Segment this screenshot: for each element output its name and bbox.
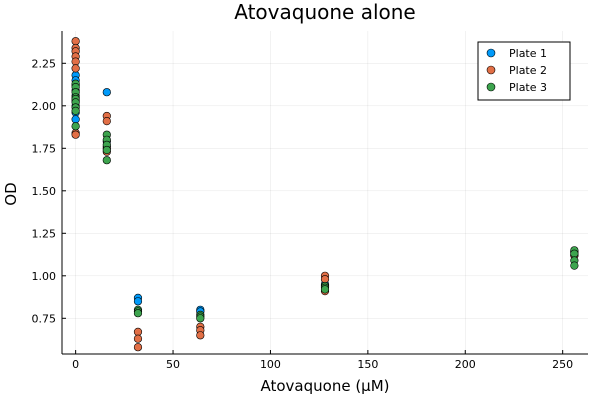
legend-label: Plate 1 xyxy=(509,47,547,60)
series-3 xyxy=(71,79,579,323)
data-point xyxy=(570,261,579,270)
data-point xyxy=(133,327,143,337)
y-tick-label: 1.25 xyxy=(32,227,57,240)
data-point xyxy=(102,116,111,126)
legend: Plate 1 Plate 2 Plate 3 xyxy=(477,41,571,101)
data-point xyxy=(320,275,330,284)
x-tick-label: 200 xyxy=(455,358,476,371)
data-point xyxy=(71,106,80,115)
data-point xyxy=(196,314,205,323)
data-point xyxy=(320,285,330,294)
x-tick-label: 0 xyxy=(72,358,79,371)
legend-marker xyxy=(486,48,496,58)
data-point xyxy=(71,64,80,73)
legend-label: Plate 2 xyxy=(509,64,547,77)
data-point xyxy=(71,130,80,139)
data-point xyxy=(133,334,143,343)
y-tick-label: 2.00 xyxy=(32,100,57,113)
data-point xyxy=(102,145,111,155)
x-tick-label: 250 xyxy=(552,358,573,371)
data-point xyxy=(102,88,111,97)
legend-label: Plate 3 xyxy=(509,81,547,94)
data-point xyxy=(71,122,80,131)
axes xyxy=(61,31,588,355)
data-points xyxy=(71,37,579,352)
y-axis-label: OD xyxy=(2,182,20,205)
data-point xyxy=(71,57,80,66)
data-point xyxy=(133,309,143,318)
x-axis-label: Atovaquone (μM) xyxy=(260,377,389,395)
x-tick-label: 150 xyxy=(357,358,378,371)
tick-labels: 0 50 100 150 200 250 0.75 1.00 1.25 1.50 1.75 2.00 2… xyxy=(32,57,574,371)
data-point xyxy=(71,37,80,46)
x-tick-label: 50 xyxy=(166,358,180,371)
chart-title: Atovaquone alone xyxy=(234,0,415,24)
data-point xyxy=(102,156,111,165)
y-tick-label: 1.50 xyxy=(32,185,57,198)
y-tick-label: 1.75 xyxy=(32,142,57,155)
y-tick-label: 1.00 xyxy=(32,270,57,283)
data-point xyxy=(196,331,205,340)
data-point xyxy=(133,297,143,306)
data-point xyxy=(133,343,143,352)
y-tick-label: 0.75 xyxy=(32,312,57,325)
x-tick-label: 100 xyxy=(260,358,281,371)
legend-marker xyxy=(486,82,496,92)
legend-marker xyxy=(486,65,496,75)
y-tick-label: 2.25 xyxy=(32,57,57,70)
data-point xyxy=(570,249,579,258)
data-point xyxy=(71,115,80,124)
